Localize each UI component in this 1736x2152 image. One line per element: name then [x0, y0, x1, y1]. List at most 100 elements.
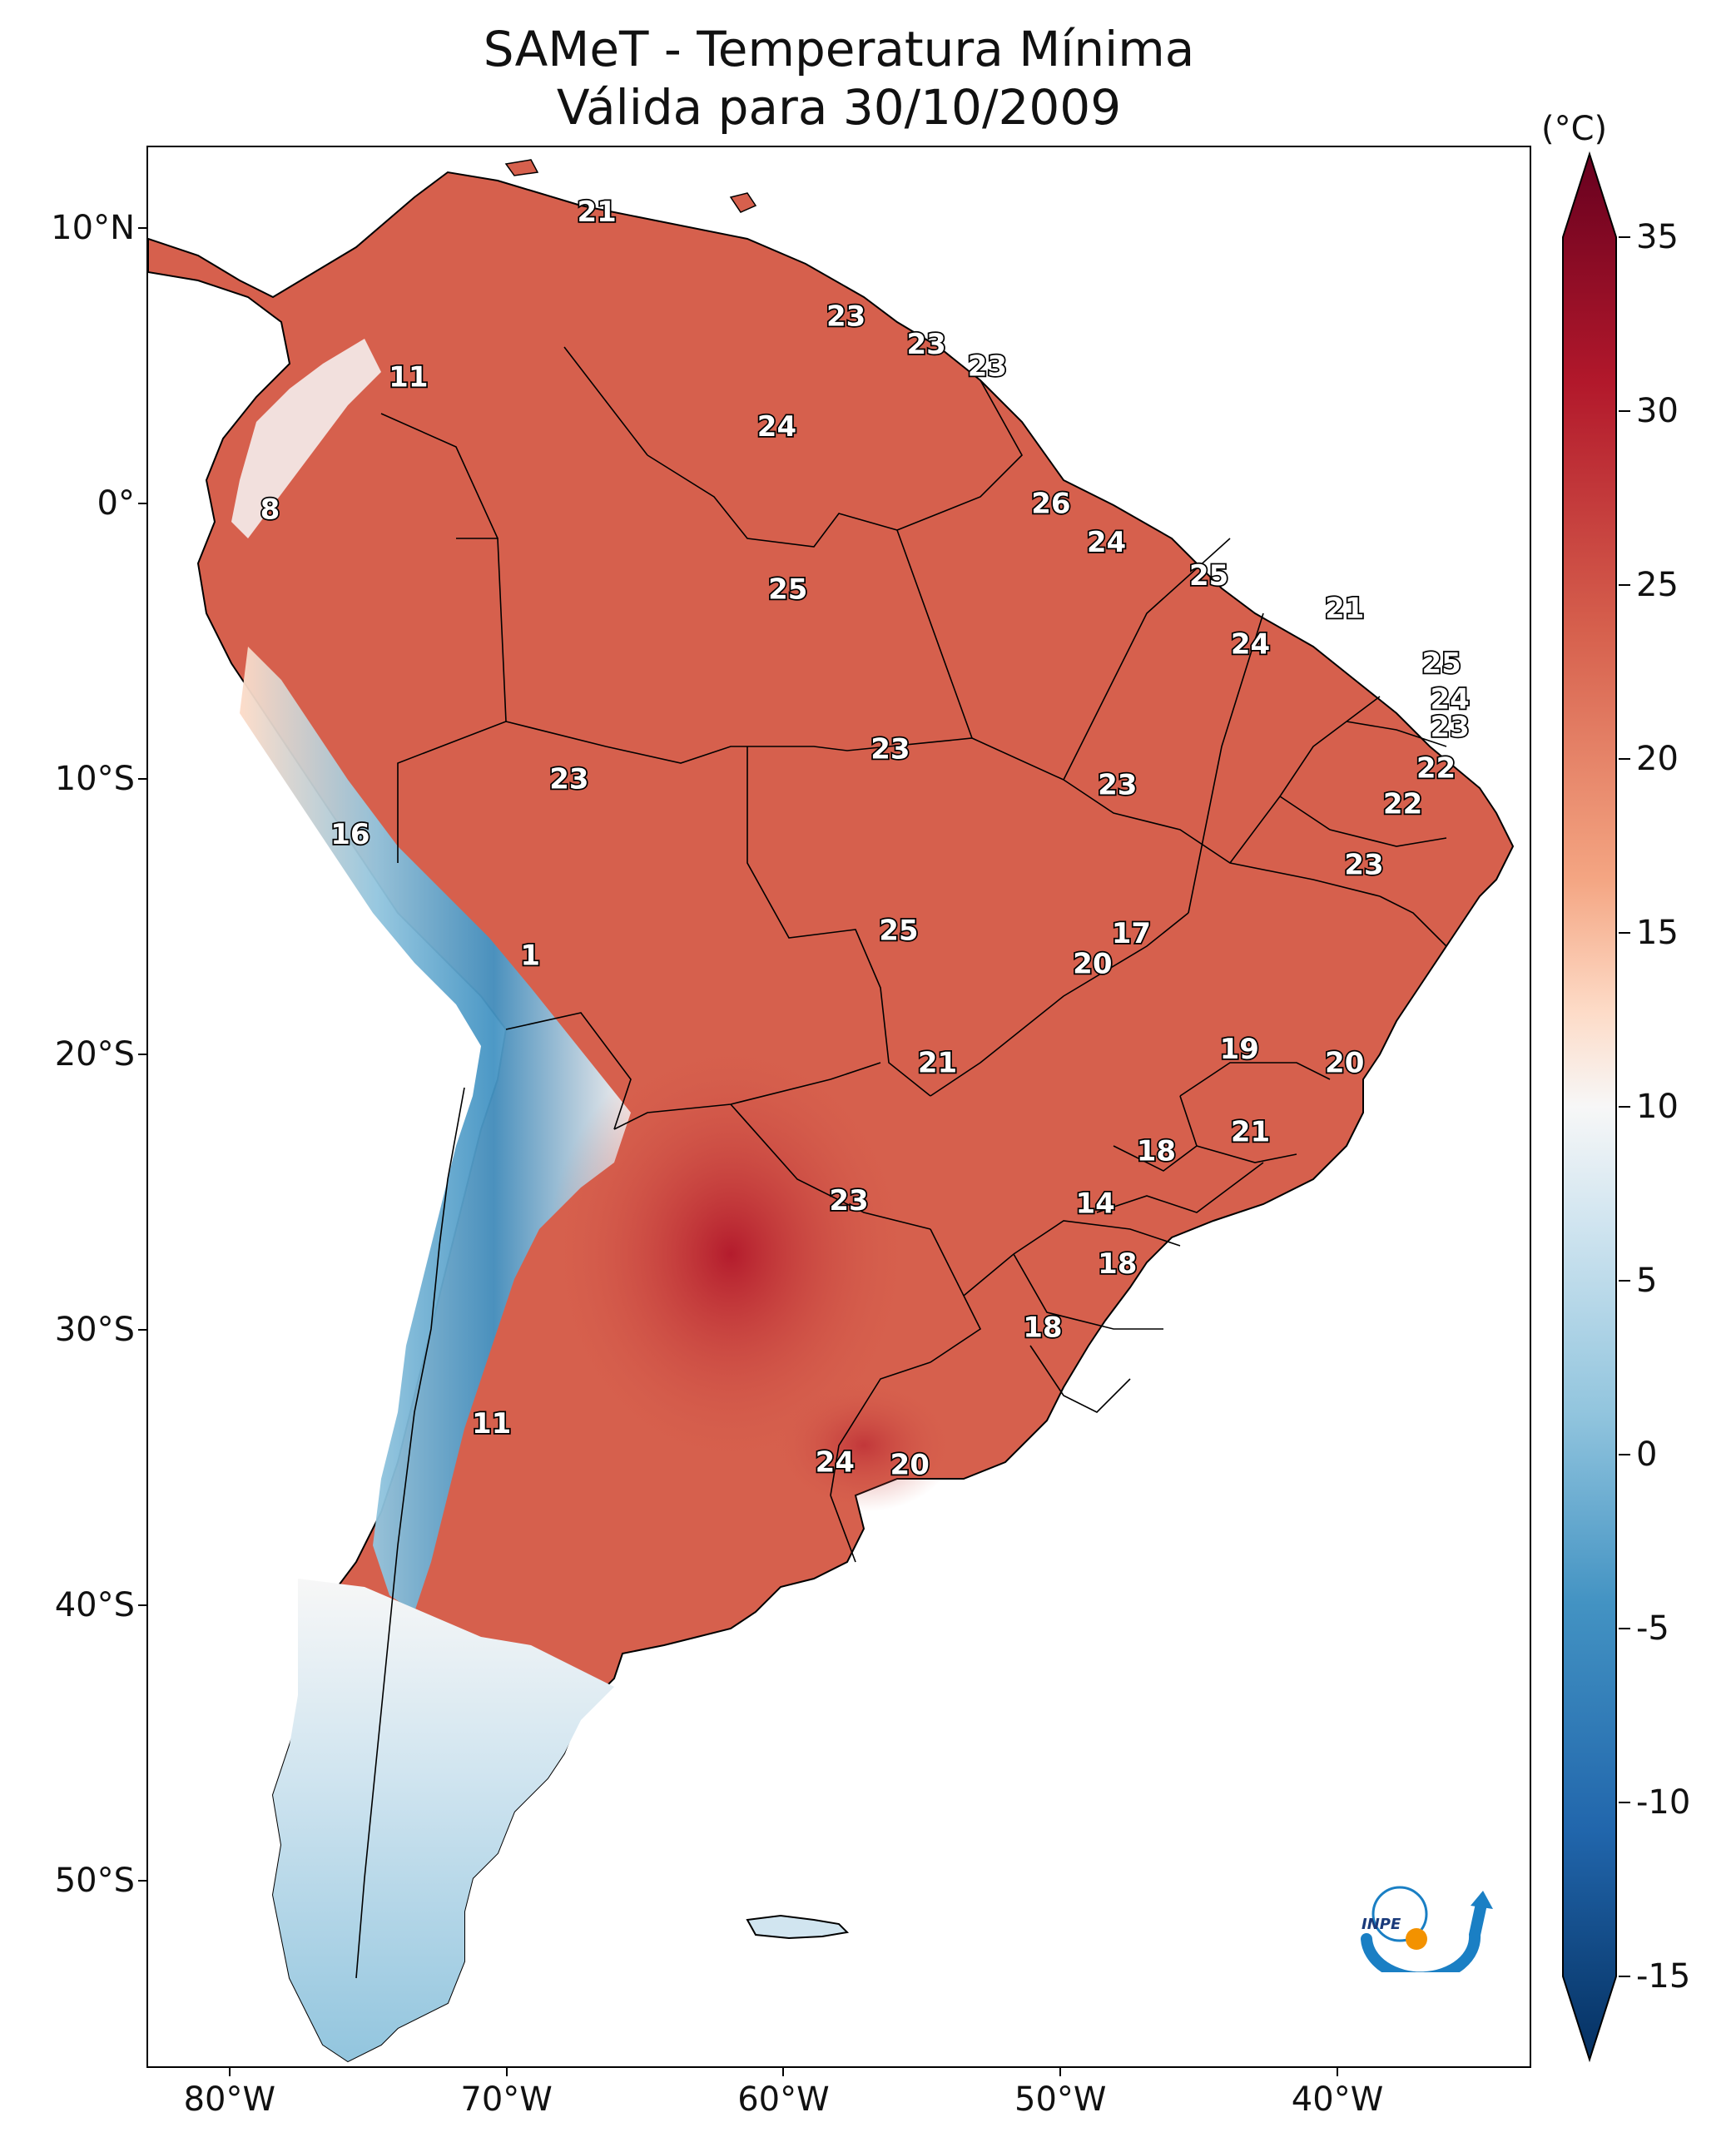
border-line: [1113, 1145, 1198, 1172]
border-line: [1179, 1062, 1331, 1097]
border-line: [1096, 1162, 1264, 1213]
border-line: [563, 346, 648, 456]
latitude-tick-mark: [138, 1329, 146, 1331]
chaco-hotspot: [548, 1038, 914, 1470]
latitude-tick-label: 50°S: [54, 1861, 135, 1900]
longitude-tick-label: 40°W: [1291, 2080, 1384, 2119]
longitude-tick-mark: [1059, 2068, 1062, 2076]
station-value-label: 24: [1231, 628, 1270, 662]
station-value-label: 23: [549, 763, 588, 796]
colorbar-tick-mark: [1619, 236, 1630, 238]
border-line: [830, 1361, 931, 1496]
map-title: SAMeT - Temperatura Mínima Válida para 3…: [146, 20, 1531, 136]
station-value-label: 24: [1087, 526, 1126, 559]
station-value-label: 8: [260, 493, 280, 526]
colorbar-tick-label: 30: [1636, 392, 1679, 430]
station-value-label: 11: [389, 360, 428, 394]
colorbar-tick-mark: [1619, 758, 1630, 760]
longitude-tick-label: 80°W: [183, 2080, 276, 2119]
latitude-tick-label: 0°: [97, 484, 135, 523]
border-line: [1379, 895, 1447, 947]
border-line: [1179, 1095, 1297, 1163]
station-value-label: 20: [1325, 1047, 1364, 1080]
map-panel: 21 23 23 23 11 24 8 26 24 25 25 21 24 25 24 23 23 22 23 23 2…: [146, 146, 1531, 2068]
colorbar-tick-mark: [1619, 932, 1630, 934]
colorbar-tick-label: -15: [1636, 1957, 1691, 1996]
colorbar-tick-mark: [1619, 1280, 1630, 1282]
colorbar-tick-label: 25: [1636, 566, 1679, 604]
latitude-tick-mark: [138, 778, 146, 781]
country-borders: [355, 346, 1447, 1979]
station-value-label: 23: [907, 328, 946, 361]
latitude-tick-label: 20°S: [54, 1035, 135, 1074]
station-value-label: 21: [577, 196, 616, 229]
logo-arc: [1361, 1898, 1487, 1972]
colorbar-tick-mark: [1619, 1628, 1630, 1629]
border-line: [380, 413, 498, 539]
falkland-islands: [746, 1914, 850, 1940]
station-value-label: 26: [1031, 488, 1070, 521]
station-value-label: 24: [1430, 683, 1469, 717]
latitude-tick-mark: [138, 1879, 146, 1882]
station-value-label: 25: [1422, 647, 1461, 681]
station-value-label: 25: [768, 573, 807, 606]
station-value-label: 11: [472, 1407, 511, 1440]
caribbean-islands: [504, 159, 757, 213]
colorbar-tick-label: 10: [1636, 1088, 1679, 1126]
colorbar-tick-mark: [1619, 584, 1630, 586]
inpe-logo: INPE: [1361, 1886, 1493, 1972]
latitude-tick-label: 30°S: [54, 1311, 135, 1350]
latitude-tick-label: 10°N: [51, 209, 135, 248]
logo-arrowhead: [1471, 1891, 1493, 1909]
border-line: [830, 1495, 856, 1563]
station-value-label: 22: [1416, 751, 1456, 785]
longitude-tick-mark: [505, 2068, 508, 2076]
longitude-tick-label: 50°W: [1014, 2080, 1107, 2119]
station-value-label: 23: [1098, 768, 1137, 801]
longitude-tick-label: 70°W: [460, 2080, 553, 2119]
station-value-label: 20: [890, 1449, 930, 1482]
station-value-label: 23: [829, 1184, 868, 1217]
station-value-label: 18: [1098, 1247, 1137, 1281]
station-value-label: 21: [918, 1047, 957, 1080]
border-line: [505, 721, 1064, 781]
colorbar-tick-label: -5: [1636, 1609, 1669, 1648]
longitude-tick-mark: [228, 2068, 231, 2076]
station-value-label: 18: [1023, 1311, 1062, 1344]
border-line: [1063, 538, 1231, 781]
station-value-label: 25: [879, 915, 918, 948]
border-line: [1029, 1345, 1131, 1413]
latitude-tick-label: 40°S: [54, 1586, 135, 1624]
border-line: [355, 1087, 465, 1979]
station-value-label: 23: [1430, 711, 1469, 744]
border-line: [1063, 779, 1381, 897]
station-value-label: 19: [1220, 1033, 1259, 1066]
latitude-tick-mark: [138, 227, 146, 230]
colorbar-tick-mark: [1619, 410, 1630, 412]
station-value-label: 23: [826, 300, 866, 334]
colorbar-tick-mark: [1619, 1802, 1630, 1803]
longitude-tick-mark: [1337, 2068, 1339, 2076]
colorbar-tick-label: 35: [1636, 218, 1679, 256]
colorbar-tick-mark: [1619, 1106, 1630, 1108]
colorbar-tick-label: 5: [1636, 1262, 1658, 1300]
colorbar-tick-label: 15: [1636, 914, 1679, 952]
border-line: [930, 912, 1189, 1097]
longitude-tick-label: 60°W: [737, 2080, 830, 2119]
station-value-label: 21: [1231, 1115, 1270, 1148]
title-line-1: SAMeT - Temperatura Mínima: [483, 21, 1195, 77]
logo-dot: [1406, 1928, 1427, 1950]
station-value-label: 25: [1189, 559, 1228, 593]
border-line: [1013, 1253, 1163, 1330]
station-value-label: 23: [870, 732, 910, 766]
station-value-label: 21: [1325, 592, 1364, 625]
logo-ring: [1371, 1886, 1428, 1942]
colombia-highland: [231, 339, 381, 538]
border-line: [896, 379, 1023, 531]
andes-cold-band: [240, 647, 631, 1612]
land-layer: [148, 159, 1515, 2063]
border-line: [1229, 696, 1381, 864]
colorbar-tick-label: 0: [1636, 1435, 1658, 1474]
